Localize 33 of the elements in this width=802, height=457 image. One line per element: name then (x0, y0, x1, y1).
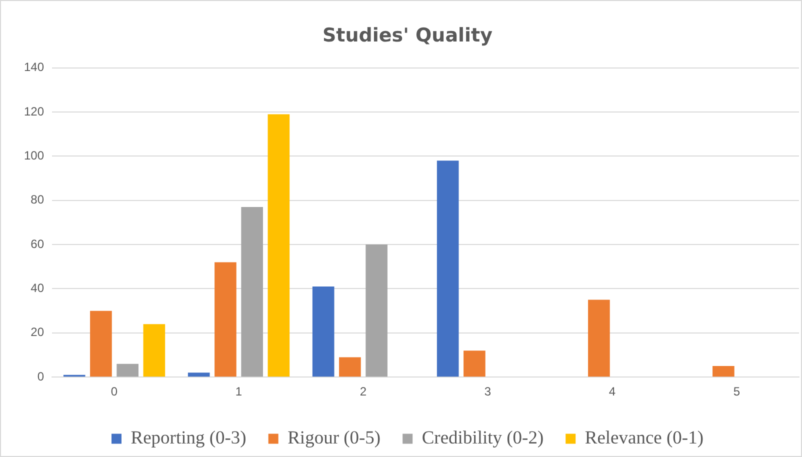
bar (436, 160, 459, 377)
x-tick-label: 2 (360, 384, 367, 399)
legend-label: Relevance (0-1) (584, 428, 704, 449)
chart-title: Studies' Quality (322, 24, 494, 46)
bar (312, 286, 334, 377)
bar (464, 350, 486, 377)
x-tick-label: 4 (608, 384, 616, 399)
legend-label: Credibility (0-2) (422, 428, 544, 449)
y-tick-label: 20 (30, 325, 44, 340)
y-tick-label: 140 (24, 60, 44, 74)
bar (143, 324, 166, 377)
bar (366, 244, 388, 377)
y-tick-label: 40 (30, 281, 44, 296)
y-tick-label: 120 (24, 104, 44, 118)
legend-label: Reporting (0-3) (130, 428, 246, 449)
x-tick-label: 5 (733, 384, 740, 399)
bar (339, 357, 361, 377)
bar (712, 366, 734, 377)
x-tick-label: 3 (484, 384, 492, 399)
bar (241, 206, 263, 377)
bar (588, 300, 610, 377)
bar (116, 364, 138, 377)
y-tick-label: 100 (24, 148, 44, 162)
bar (90, 310, 112, 377)
y-tick-label: 0 (37, 369, 44, 384)
x-tick-label: 1 (235, 384, 242, 399)
legend-label: Rigour (0-5) (288, 428, 381, 449)
bar (268, 114, 290, 377)
y-tick-label: 80 (30, 192, 44, 207)
y-tick-label: 60 (30, 236, 44, 251)
bar (188, 372, 210, 377)
bar (214, 262, 236, 377)
x-tick-label: 0 (110, 384, 118, 399)
